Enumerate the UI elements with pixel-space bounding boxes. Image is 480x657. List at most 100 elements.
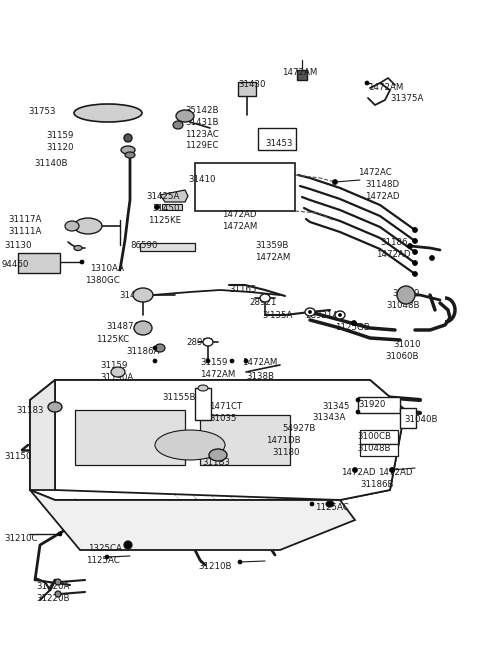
Text: 31048B: 31048B [386, 301, 420, 310]
Text: 31435A: 31435A [119, 291, 152, 300]
Text: 86590: 86590 [130, 241, 157, 250]
Ellipse shape [121, 146, 135, 154]
Text: 31039: 31039 [392, 289, 420, 298]
Text: 3'135A: 3'135A [262, 311, 292, 320]
Text: 31753: 31753 [28, 107, 56, 116]
Text: 31180: 31180 [272, 448, 300, 457]
Text: 31410: 31410 [188, 175, 216, 184]
Ellipse shape [80, 260, 84, 264]
Ellipse shape [305, 308, 315, 316]
Text: 1472AD: 1472AD [376, 250, 410, 259]
Ellipse shape [335, 311, 345, 319]
Bar [195, 388, 211, 420]
Text: 31155B: 31155B [162, 393, 195, 402]
Ellipse shape [125, 152, 135, 158]
Ellipse shape [412, 250, 418, 254]
Text: 31010: 31010 [393, 340, 420, 349]
Ellipse shape [338, 313, 341, 317]
Ellipse shape [198, 385, 208, 391]
Text: 31183: 31183 [16, 406, 44, 415]
Text: 1123AC: 1123AC [185, 130, 219, 139]
Ellipse shape [397, 286, 415, 304]
Text: 31190A: 31190A [100, 373, 133, 382]
Text: 31111A: 31111A [8, 227, 41, 236]
Ellipse shape [408, 244, 412, 248]
Ellipse shape [153, 359, 157, 363]
Ellipse shape [333, 179, 337, 185]
Bar [18, 253, 60, 273]
Text: 1125GB: 1125GB [335, 323, 370, 332]
Text: 1472AM: 1472AM [222, 222, 257, 231]
Text: 1472AM: 1472AM [368, 83, 403, 92]
Text: 31343A: 31343A [312, 413, 346, 422]
Ellipse shape [74, 104, 142, 122]
Text: 31048B: 31048B [357, 444, 391, 453]
Text: 31159: 31159 [100, 361, 127, 370]
Polygon shape [75, 410, 185, 465]
Text: 31186: 31186 [380, 238, 408, 247]
Ellipse shape [124, 134, 132, 142]
Ellipse shape [206, 359, 210, 363]
Ellipse shape [260, 294, 270, 302]
Ellipse shape [430, 256, 434, 260]
Text: 31117A: 31117A [8, 215, 41, 224]
Text: 31210C: 31210C [4, 534, 37, 543]
Ellipse shape [155, 204, 159, 210]
Bar [297, 70, 307, 80]
Ellipse shape [55, 579, 61, 585]
Ellipse shape [176, 110, 194, 122]
Bar [360, 430, 398, 444]
Text: 28924: 28924 [186, 338, 214, 347]
Text: 31431B: 31431B [185, 118, 218, 127]
Text: 1472AM: 1472AM [255, 253, 290, 262]
Text: 1471DB: 1471DB [266, 436, 300, 445]
Text: 1472AM: 1472AM [282, 68, 317, 77]
Ellipse shape [155, 344, 165, 352]
Text: 1129EC: 1129EC [185, 141, 218, 150]
Ellipse shape [55, 591, 61, 597]
Bar [400, 408, 416, 428]
Text: 31220B: 31220B [36, 594, 70, 603]
Ellipse shape [412, 260, 418, 265]
Text: 54927B: 54927B [282, 424, 315, 433]
Text: 31487A: 31487A [106, 322, 139, 331]
Ellipse shape [412, 238, 418, 244]
Bar [140, 243, 195, 251]
Text: 1472AC: 1472AC [358, 168, 392, 177]
Text: 31035: 31035 [209, 414, 237, 423]
Text: 3138B: 3138B [246, 372, 274, 381]
Ellipse shape [111, 367, 125, 377]
Text: 31140B: 31140B [34, 159, 68, 168]
Ellipse shape [155, 430, 225, 460]
Text: 31430: 31430 [238, 80, 265, 89]
Ellipse shape [356, 398, 360, 402]
Text: 1472AM: 1472AM [200, 370, 235, 379]
Text: 1310AA: 1310AA [90, 264, 124, 273]
Bar [195, 163, 295, 211]
Text: 31165: 31165 [229, 285, 256, 294]
Text: 1472AD: 1472AD [341, 468, 375, 477]
Ellipse shape [244, 359, 248, 363]
Text: 28921: 28921 [249, 298, 276, 307]
Ellipse shape [352, 468, 358, 472]
Ellipse shape [203, 338, 213, 346]
Ellipse shape [48, 402, 62, 412]
Ellipse shape [326, 501, 334, 507]
Text: 31130: 31130 [4, 241, 32, 250]
Ellipse shape [389, 468, 395, 472]
Text: 1380GC: 1380GC [85, 276, 120, 285]
Bar [358, 397, 400, 413]
Ellipse shape [230, 359, 234, 363]
Text: 31159: 31159 [200, 358, 228, 367]
Polygon shape [55, 380, 405, 500]
Text: 31186B: 31186B [360, 480, 394, 489]
Text: 1125AC: 1125AC [86, 556, 120, 565]
Ellipse shape [356, 410, 360, 414]
Text: 31040B: 31040B [404, 415, 437, 424]
Ellipse shape [209, 449, 227, 461]
Bar [238, 82, 256, 96]
Text: 31425A: 31425A [146, 192, 180, 201]
Text: 31150: 31150 [4, 452, 32, 461]
Ellipse shape [412, 227, 418, 233]
Ellipse shape [134, 321, 152, 335]
